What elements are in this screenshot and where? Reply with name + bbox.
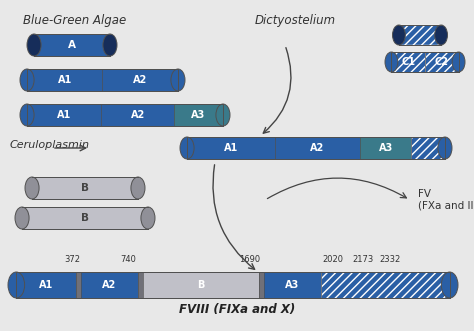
Text: A2: A2 [131, 110, 145, 120]
Text: 740: 740 [121, 255, 137, 264]
Ellipse shape [103, 34, 117, 56]
Text: A2: A2 [310, 143, 324, 153]
Ellipse shape [27, 34, 41, 56]
Ellipse shape [216, 104, 230, 126]
Bar [187, 137, 445, 159]
Text: B: B [197, 280, 205, 290]
Text: Dictyostelium: Dictyostelium [255, 14, 336, 27]
Bar [82, 272, 137, 298]
Ellipse shape [131, 177, 145, 199]
Text: 2332: 2332 [379, 255, 400, 264]
Bar [102, 69, 178, 91]
Ellipse shape [141, 207, 155, 229]
Ellipse shape [438, 137, 452, 159]
Text: C2: C2 [435, 57, 449, 67]
Bar [392, 52, 425, 72]
Bar [174, 104, 223, 126]
Bar [27, 69, 178, 91]
Text: A3: A3 [191, 110, 206, 120]
Bar [27, 104, 223, 126]
Bar [34, 34, 110, 56]
Text: A2: A2 [133, 75, 147, 85]
Ellipse shape [392, 25, 405, 45]
Ellipse shape [435, 25, 447, 45]
Bar [16, 272, 76, 298]
Text: C1: C1 [401, 57, 415, 67]
Text: FVIII (FIXa and X): FVIII (FIXa and X) [179, 304, 295, 316]
Text: B: B [81, 183, 89, 193]
Bar [275, 137, 360, 159]
Bar [399, 25, 441, 45]
Bar [76, 272, 82, 298]
Ellipse shape [171, 69, 185, 91]
Ellipse shape [8, 272, 25, 298]
Bar [259, 272, 264, 298]
Bar [27, 104, 101, 126]
Text: A3: A3 [379, 143, 393, 153]
Text: A1: A1 [57, 110, 72, 120]
Text: A3: A3 [285, 280, 300, 290]
Ellipse shape [452, 52, 465, 72]
Text: A1: A1 [224, 143, 238, 153]
Bar [425, 52, 459, 72]
Text: FV
(FXa and II): FV (FXa and II) [418, 189, 474, 211]
Bar [411, 137, 445, 159]
Bar [320, 272, 450, 298]
Ellipse shape [15, 207, 29, 229]
Text: A2: A2 [102, 280, 117, 290]
Bar [187, 137, 275, 159]
Text: A1: A1 [39, 280, 54, 290]
Bar [425, 52, 459, 72]
Text: A: A [68, 40, 76, 50]
Bar [101, 104, 174, 126]
Bar [392, 52, 425, 72]
Text: A1: A1 [58, 75, 72, 85]
Bar [32, 177, 138, 199]
Bar [320, 272, 450, 298]
Text: 2173: 2173 [353, 255, 374, 264]
Bar [22, 207, 148, 229]
Ellipse shape [20, 104, 34, 126]
Ellipse shape [441, 272, 458, 298]
Text: Ceruloplasmin: Ceruloplasmin [10, 140, 90, 150]
Text: 1690: 1690 [238, 255, 260, 264]
Ellipse shape [385, 52, 398, 72]
Ellipse shape [20, 69, 34, 91]
Text: 2020: 2020 [323, 255, 344, 264]
Bar [143, 272, 259, 298]
Ellipse shape [180, 137, 194, 159]
Bar [16, 272, 450, 298]
Bar [411, 137, 445, 159]
Bar [27, 69, 102, 91]
Bar [360, 137, 411, 159]
Ellipse shape [25, 177, 39, 199]
Bar [392, 52, 459, 72]
Bar [137, 272, 143, 298]
Bar [399, 25, 441, 45]
Bar [264, 272, 320, 298]
Text: 372: 372 [64, 255, 80, 264]
Text: Blue-Green Algae: Blue-Green Algae [23, 14, 127, 27]
Text: B: B [81, 213, 89, 223]
